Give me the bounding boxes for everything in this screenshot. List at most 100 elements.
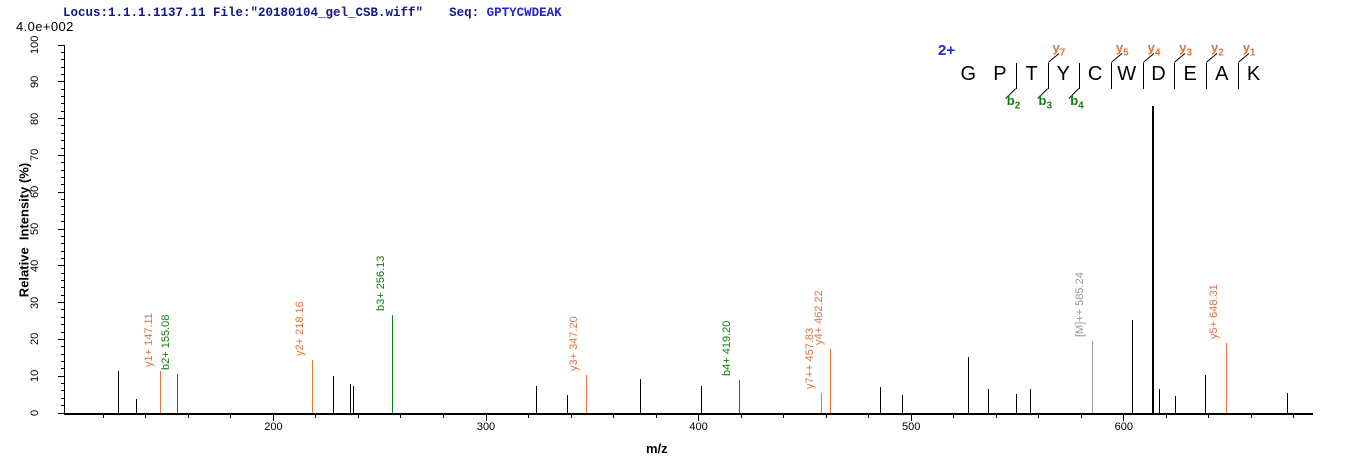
x-major-tick xyxy=(698,415,700,421)
x-minor-tick xyxy=(825,415,827,418)
peak-label: y7++ 457.83 xyxy=(803,327,816,389)
fragment-boundary xyxy=(1047,63,1049,89)
y-minor-tick xyxy=(61,346,64,348)
residue-letter: G xyxy=(960,63,977,85)
y-minor-tick xyxy=(61,66,64,68)
b-ion-diagonal xyxy=(1005,88,1016,99)
spectrum-peak xyxy=(902,395,904,413)
y-minor-tick xyxy=(61,199,64,201)
y-ion-label: y7 xyxy=(1052,40,1066,59)
y-minor-tick xyxy=(61,353,64,355)
x-minor-tick xyxy=(1080,415,1082,418)
peak-label: [M]++ 585.24 xyxy=(1074,272,1087,338)
y-minor-tick xyxy=(61,110,64,112)
intensity-scale-label: 4.0e+002 xyxy=(16,19,74,34)
y-major-tick xyxy=(58,302,64,304)
peak-label: b2+ 155.08 xyxy=(159,314,172,371)
x-major-tick xyxy=(485,415,487,421)
y-minor-tick xyxy=(61,184,64,186)
y-tick-label: 20 xyxy=(29,333,41,346)
y-minor-tick xyxy=(61,338,64,340)
spectrum-peak xyxy=(1132,319,1134,413)
y-ion-diagonal xyxy=(1206,53,1218,63)
x-minor-tick xyxy=(910,415,912,418)
spectrum-peak xyxy=(821,392,823,413)
y-tick-label: 70 xyxy=(29,149,41,162)
y-minor-tick xyxy=(61,140,64,142)
x-tick-label: 600 xyxy=(1114,421,1133,433)
x-minor-tick xyxy=(187,415,189,418)
y-minor-tick xyxy=(61,397,64,399)
y-minor-tick xyxy=(61,272,64,274)
spectrum-peak xyxy=(987,388,989,413)
y-minor-tick xyxy=(61,250,64,252)
x-tick-label: 400 xyxy=(689,421,708,433)
y-minor-tick xyxy=(61,118,64,120)
spectrum-peak xyxy=(967,357,969,413)
y-minor-tick xyxy=(61,154,64,156)
b-ion-label: b4 xyxy=(1070,93,1084,112)
y-tick-label: 0 xyxy=(29,409,41,416)
y-minor-tick xyxy=(61,302,64,304)
y-minor-tick xyxy=(61,324,64,326)
y-minor-tick xyxy=(61,294,64,296)
x-axis-line xyxy=(64,413,1313,415)
x-tick-label: 200 xyxy=(264,421,283,433)
y-tick-label: 10 xyxy=(29,369,41,383)
y-tick-label: 100 xyxy=(29,35,41,54)
precursor-charge-label: 2+ xyxy=(938,42,956,59)
spectrum-peak xyxy=(1225,343,1227,413)
x-minor-tick xyxy=(1165,415,1167,418)
y-minor-tick xyxy=(61,375,64,377)
x-minor-tick xyxy=(1038,415,1040,418)
x-minor-tick xyxy=(953,415,955,418)
y-minor-tick xyxy=(61,309,64,311)
y-minor-tick xyxy=(61,96,64,98)
y-minor-tick xyxy=(61,125,64,127)
spectrum-peak xyxy=(1151,106,1154,413)
y-minor-tick xyxy=(61,169,64,171)
residue-letter: A xyxy=(1215,63,1229,85)
x-minor-tick xyxy=(698,415,700,418)
y-minor-tick xyxy=(61,103,64,105)
fragment-boundary xyxy=(1110,63,1112,89)
b-ion-label: b3 xyxy=(1038,93,1053,112)
y-minor-tick xyxy=(61,287,64,289)
x-minor-tick xyxy=(570,415,572,418)
y-minor-tick xyxy=(61,59,64,61)
x-minor-tick xyxy=(1250,415,1252,418)
spectrum-peak xyxy=(1029,389,1031,413)
y-minor-tick xyxy=(61,88,64,90)
peak-label: y1+ 147.11 xyxy=(142,312,155,367)
y-minor-tick xyxy=(61,390,64,392)
fragment-boundary xyxy=(1174,63,1176,89)
header-line: Locus:1.1.1.1137.11 File:"20180104_gel_C… xyxy=(63,6,562,20)
sequence-value: GPTYCWDEAK xyxy=(486,6,562,20)
x-minor-tick xyxy=(315,415,317,418)
y-ion-diagonal xyxy=(1237,53,1250,63)
y-minor-tick xyxy=(61,51,64,53)
x-minor-tick xyxy=(783,415,785,418)
y-major-tick xyxy=(58,191,64,193)
y-axis-line xyxy=(64,45,65,413)
y-minor-tick xyxy=(61,412,64,414)
spectrum-peak xyxy=(1175,396,1177,413)
y-minor-tick xyxy=(61,280,64,282)
residue-letter: T xyxy=(1025,63,1038,85)
y-minor-tick xyxy=(61,316,64,318)
y-minor-tick xyxy=(61,44,64,46)
y-ion-label: y2 xyxy=(1211,40,1224,59)
spectrum-peak xyxy=(639,379,641,413)
x-minor-tick xyxy=(655,415,657,418)
spectrum-peak xyxy=(311,359,313,413)
x-minor-tick xyxy=(1123,415,1125,418)
residue-letter: Y xyxy=(1056,63,1071,85)
y-minor-tick xyxy=(61,81,64,83)
x-minor-tick xyxy=(740,415,742,418)
spectrum-peak xyxy=(700,386,702,413)
spectrum-peak xyxy=(160,370,162,413)
spectrum-peak xyxy=(830,348,832,413)
y-minor-tick xyxy=(61,368,64,370)
x-minor-tick xyxy=(613,415,615,418)
